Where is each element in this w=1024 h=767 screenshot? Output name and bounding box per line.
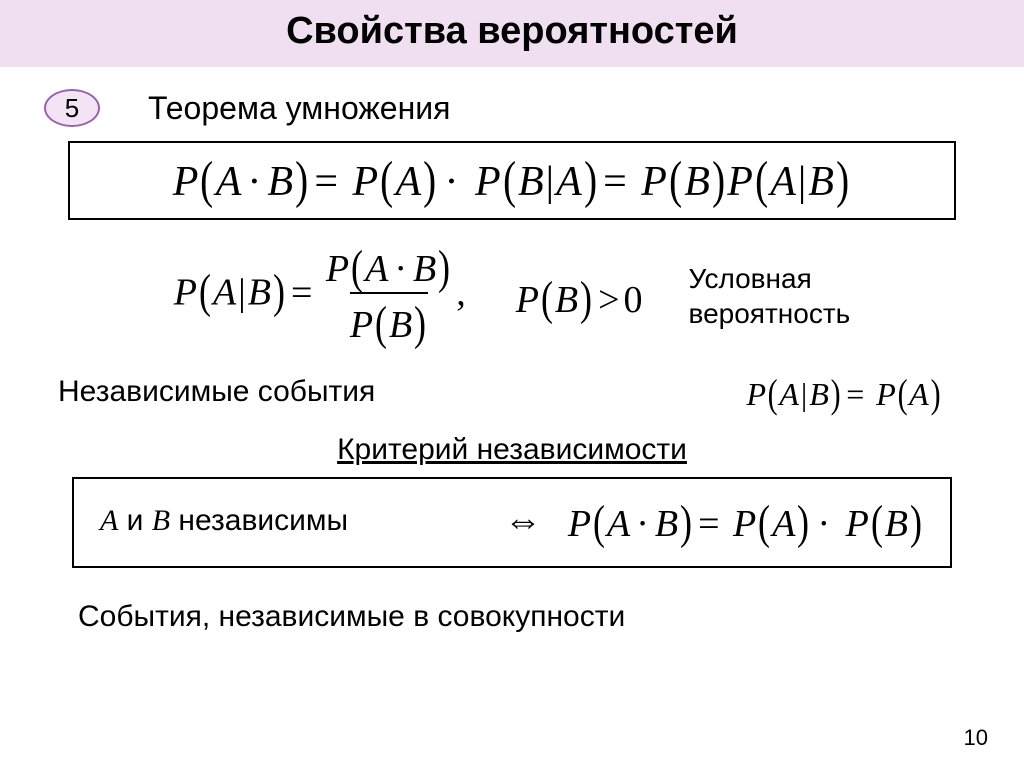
main-formula-box: P(A·B)= P(A)· P(B|A)= P(B)P(A|B) xyxy=(68,141,956,220)
independent-events-label: Независимые события xyxy=(58,375,375,409)
criterion-rest: независимы xyxy=(170,504,348,537)
conditional-constraint: P(B)>0 xyxy=(516,269,643,324)
bullet-number-text: 5 xyxy=(65,93,79,124)
criterion-text: A и B независимы xyxy=(100,504,348,538)
bullet-number: 5 xyxy=(44,89,100,127)
criterion-and: и xyxy=(118,504,151,537)
criterion-box: A и B независимы ⇔ P(A·B)= P(A)· P(B) xyxy=(72,477,952,568)
cond-label-line1: Условная xyxy=(689,263,812,294)
conditional-probability-row: P(A|B)= P(A·B) P(B) , P(B)>0 Условная ве… xyxy=(68,244,956,348)
page-title: Свойства вероятностей xyxy=(0,10,1024,53)
independence-criterion-formula: P(A·B)= P(A)· P(B) xyxy=(568,493,924,548)
title-bar: Свойства вероятностей xyxy=(0,0,1024,67)
mutual-independence-label: События, независимые в совокупности xyxy=(78,600,986,634)
conditional-probability-label: Условная вероятность xyxy=(689,261,851,331)
content-area: 5 Теорема умножения P(A·B)= P(A)· P(B|A)… xyxy=(0,67,1024,634)
criterion-A: A xyxy=(100,504,118,537)
cond-label-line2: вероятность xyxy=(689,298,851,329)
criterion-B: B xyxy=(152,504,170,537)
page-number: 10 xyxy=(964,725,988,751)
conditional-probability-formula: P(A|B)= P(A·B) P(B) , xyxy=(174,244,470,348)
multiplication-theorem-formula: P(A·B)= P(A)· P(B|A)= P(B)P(A|B) xyxy=(173,149,852,208)
theorem-header-row: 5 Теорема умножения xyxy=(38,89,986,127)
criterion-header: Критерий независимости xyxy=(38,433,986,467)
iff-symbol: ⇔ xyxy=(496,499,550,543)
independent-events-row: Независимые события P(A|B)= P(A) xyxy=(58,368,942,415)
independence-condition-formula: P(A|B)= P(A) xyxy=(747,368,943,415)
theorem-label: Теорема умножения xyxy=(148,90,450,127)
